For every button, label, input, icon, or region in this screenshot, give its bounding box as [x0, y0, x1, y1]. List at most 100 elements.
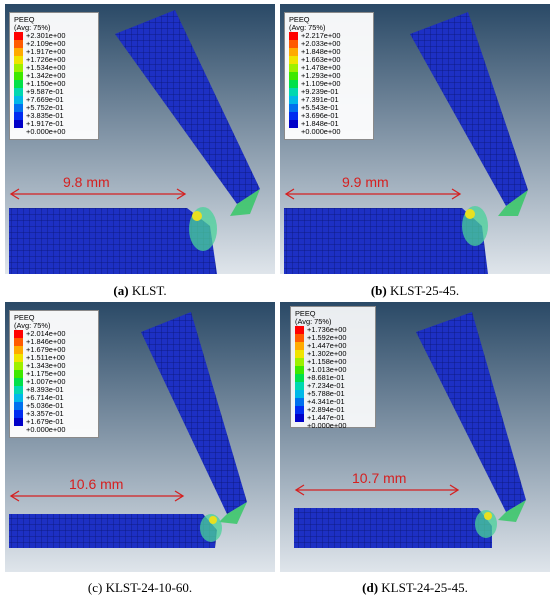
legend-value: +1.917e-01 [26, 119, 64, 128]
legend-swatch [14, 64, 23, 72]
legend-swatch [14, 88, 23, 96]
legend-row: +1.917e-01 [14, 120, 98, 128]
legend-swatch [14, 354, 23, 362]
legend-swatch [14, 370, 23, 378]
caption-text: KLST-24-10-60. [102, 580, 193, 595]
caption-b: (b) KLST-25-45. [280, 283, 550, 299]
caption-c: (c) KLST-24-10-60. [5, 580, 275, 596]
legend-row: +1.736e+00 [295, 326, 375, 334]
legend-value: +2.014e+00 [26, 329, 66, 338]
legend-value: +1.343e+00 [26, 361, 66, 370]
legend-swatch [14, 346, 23, 354]
legend-value: +1.342e+00 [26, 71, 66, 80]
legend-swatch [295, 374, 304, 382]
legend-row: +0.000e+00 [14, 426, 98, 434]
peeq-legend: PEEQ (Avg: 75%) +2.301e+00 +2.109e+00 +1.9… [9, 12, 99, 140]
legend-row: +9.239e-01 [289, 88, 373, 96]
caption-d: (d) KLST-24-25-45. [280, 580, 550, 596]
legend-row: +7.391e-01 [289, 96, 373, 104]
caption-letter: (c) [87, 580, 103, 595]
legend-value: +1.592e+00 [307, 333, 347, 342]
legend-swatch [14, 394, 23, 402]
legend-row: +1.679e+00 [14, 346, 98, 354]
legend-swatch [295, 406, 304, 414]
legend-swatch [295, 414, 304, 422]
legend-row: +5.036e-01 [14, 402, 98, 410]
lower-specimen-half [284, 208, 488, 274]
legend-value: +1.848e-01 [301, 119, 339, 128]
distance-label: 10.6 mm [69, 476, 124, 492]
legend-value: +3.357e-01 [26, 409, 64, 418]
legend-value: +0.000e+00 [301, 127, 341, 136]
legend-value: +4.341e-01 [307, 397, 345, 406]
dimension-arrowheads [284, 188, 462, 200]
legend-swatch [14, 96, 23, 104]
caption-letter: (a) [113, 283, 129, 298]
legend-swatch [289, 48, 298, 56]
legend-value: +2.217e+00 [301, 31, 341, 40]
legend-value: +1.175e+00 [26, 369, 66, 378]
legend-value: +9.587e-01 [26, 87, 64, 96]
legend-row: +1.109e+00 [289, 80, 373, 88]
distance-label: 9.9 mm [342, 174, 389, 190]
legend-row: +5.752e-01 [14, 104, 98, 112]
legend-swatch [14, 410, 23, 418]
dimension-arrowheads [9, 490, 185, 502]
deformation-zone [230, 189, 260, 216]
legend-row: +1.013e+00 [295, 366, 375, 374]
legend-value: +6.714e-01 [26, 393, 64, 402]
legend-value: +8.393e-01 [26, 385, 64, 394]
legend-value: +3.835e-01 [26, 111, 64, 120]
legend-swatch [295, 382, 304, 390]
plastic-strain-peak [465, 209, 475, 219]
legend-row: +0.000e+00 [14, 128, 98, 136]
legend-value: +5.788e-01 [307, 389, 345, 398]
plastic-strain-peak [209, 516, 217, 524]
legend-row: +3.696e-01 [289, 112, 373, 120]
legend-row: +6.714e-01 [14, 394, 98, 402]
legend-value: +1.150e+00 [26, 79, 66, 88]
legend-value: +7.234e-01 [307, 381, 345, 390]
legend-value: +1.109e+00 [301, 79, 341, 88]
legend-value: +0.000e+00 [26, 425, 66, 434]
legend-row: +2.109e+00 [14, 40, 98, 48]
legend-row: +1.846e+00 [14, 338, 98, 346]
legend-swatch [14, 402, 23, 410]
legend-row: +2.217e+00 [289, 32, 373, 40]
legend-value: +1.848e+00 [301, 47, 341, 56]
legend-subtitle: (Avg: 75%) [14, 321, 51, 330]
legend-row: +2.014e+00 [14, 330, 98, 338]
legend-subtitle: (Avg: 75%) [289, 23, 326, 32]
legend-value: +3.696e-01 [301, 111, 339, 120]
legend-value: +5.543e-01 [301, 103, 339, 112]
legend-swatch [295, 326, 304, 334]
legend-value: +1.679e+00 [26, 345, 66, 354]
legend-swatch [295, 350, 304, 358]
legend-swatch [14, 56, 23, 64]
legend-swatch [14, 338, 23, 346]
legend-swatch [289, 64, 298, 72]
legend-row: +1.663e+00 [289, 56, 373, 64]
legend-swatch [295, 366, 304, 374]
lower-specimen-half [294, 508, 492, 548]
upper-specimen-half [115, 10, 260, 204]
lower-specimen-half [9, 514, 217, 548]
legend-swatch [295, 358, 304, 366]
deformation-zone [498, 190, 528, 216]
caption-letter: (d) [362, 580, 379, 595]
legend-swatch [289, 120, 298, 128]
legend-rows: +2.014e+00 +1.846e+00 +1.679e+00 +1.511e+00… [14, 330, 98, 434]
legend-value: +5.036e-01 [26, 401, 64, 410]
legend-row: +1.343e+00 [14, 362, 98, 370]
legend-swatch [289, 32, 298, 40]
panel-d: 10.7 mm PEEQ (Avg: 75%) +1.736e+00 +1.592… [280, 302, 550, 572]
legend-row: +4.341e-01 [295, 398, 375, 406]
legend-swatch [14, 80, 23, 88]
caption-text: KLST-24-25-45. [378, 580, 468, 595]
legend-swatch [14, 330, 23, 338]
legend-value: +5.752e-01 [26, 103, 64, 112]
legend-row: +8.393e-01 [14, 386, 98, 394]
legend-title: PEEQ [14, 313, 35, 322]
legend-subtitle: (Avg: 75%) [295, 317, 332, 326]
dimension-arrowheads [9, 188, 187, 200]
